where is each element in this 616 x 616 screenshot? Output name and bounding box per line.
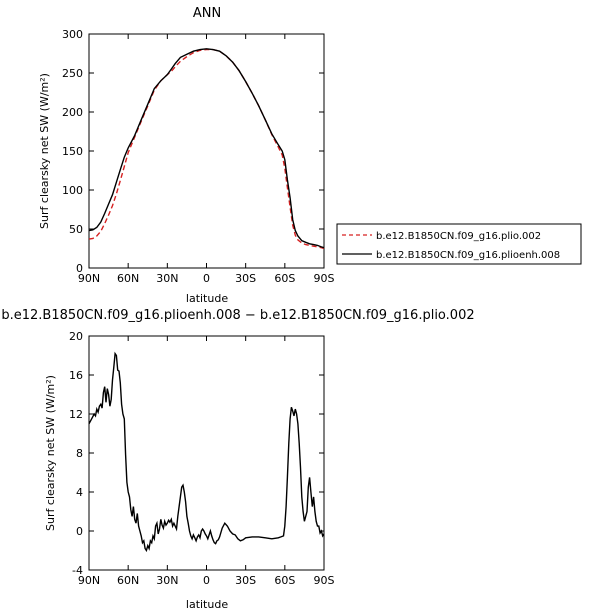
top-chart-x-tick-label: 30S xyxy=(235,272,256,285)
top-chart-x-tick-label: 60N xyxy=(117,272,139,285)
top-chart-y-axis: 0 50 100 150 200 250 300 xyxy=(62,28,324,275)
top-chart-x-axis-label: latitude xyxy=(186,292,228,305)
bottom-chart-y-tick-label: -4 xyxy=(72,564,83,577)
top-chart-y-tick-label: 100 xyxy=(62,184,83,197)
bottom-chart-x-tick-label: 60N xyxy=(117,574,139,587)
bottom-chart-series-line-1 xyxy=(88,351,325,553)
bottom-chart-y-tick-label: 12 xyxy=(69,408,83,421)
bottom-chart-y-tick-label: 8 xyxy=(76,447,83,460)
top-chart-x-tick-label: 90N xyxy=(78,272,100,285)
bottom-chart-series xyxy=(88,351,325,553)
bottom-chart-x-axis: 90N 60N 30N 0 30S 60S 90S xyxy=(78,336,335,587)
bottom-chart-title: b.e12.B1850CN.f09_g16.plioenh.008 − b.e1… xyxy=(1,308,474,323)
top-chart-y-tick-label: 200 xyxy=(62,106,83,119)
bottom-chart-y-tick-label: 0 xyxy=(76,525,83,538)
top-chart-series xyxy=(88,48,325,250)
bottom-chart-y-tick-label: 4 xyxy=(76,486,83,499)
top-chart-y-tick-label: 250 xyxy=(62,67,83,80)
bottom-chart-y-axis: -4 0 4 8 12 16 20 xyxy=(69,330,324,577)
top-chart-x-tick-label: 60S xyxy=(274,272,295,285)
bottom-chart-x-axis-label: latitude xyxy=(186,598,228,611)
legend-box xyxy=(336,223,582,265)
top-chart-y-tick-label: 50 xyxy=(69,223,83,236)
top-chart-title: ANN xyxy=(193,6,221,21)
bottom-chart-y-tick-label: 16 xyxy=(69,369,83,382)
top-chart-x-tick-label: 0 xyxy=(203,272,210,285)
bottom-chart-x-tick-label: 90N xyxy=(78,574,100,587)
top-chart-x-tick-label: 90S xyxy=(314,272,335,285)
legend-label-plio: b.e12.B1850CN.f09_g16.plio.002 xyxy=(376,231,541,242)
top-chart-x-axis: 90N 60N 30N 0 30S 60S 90S xyxy=(78,34,335,285)
bottom-chart-x-tick-label: 30N xyxy=(156,574,178,587)
bottom-chart-x-tick-label: 60S xyxy=(274,574,295,587)
top-chart-y-axis-label: Surf clearsky net SW (W/m²) xyxy=(38,73,51,229)
bottom-chart: b.e12.B1850CN.f09_g16.plioenh.008 − b.e1… xyxy=(1,308,474,611)
bottom-chart-y-axis-label: Surf clearsky net SW (W/m²) xyxy=(44,375,57,531)
legend-label-plioenh: b.e12.B1850CN.f09_g16.plioenh.008 xyxy=(376,250,560,261)
top-chart-series-line-2 xyxy=(88,48,325,249)
legend: b.e12.B1850CN.f09_g16.plio.002 b.e12.B18… xyxy=(336,223,582,265)
bottom-chart-x-tick-label: 90S xyxy=(314,574,335,587)
bottom-chart-x-tick-label: 0 xyxy=(203,574,210,587)
bottom-chart-y-tick-label: 20 xyxy=(69,330,83,343)
top-chart-series-line-1 xyxy=(88,48,325,250)
top-chart-y-tick-label: 150 xyxy=(62,145,83,158)
top-chart-y-tick-label: 0 xyxy=(76,262,83,275)
top-chart-plot-frame xyxy=(88,33,325,269)
top-chart-x-tick-label: 30N xyxy=(156,272,178,285)
top-chart-y-tick-label: 300 xyxy=(62,28,83,41)
bottom-chart-x-tick-label: 30S xyxy=(235,574,256,587)
